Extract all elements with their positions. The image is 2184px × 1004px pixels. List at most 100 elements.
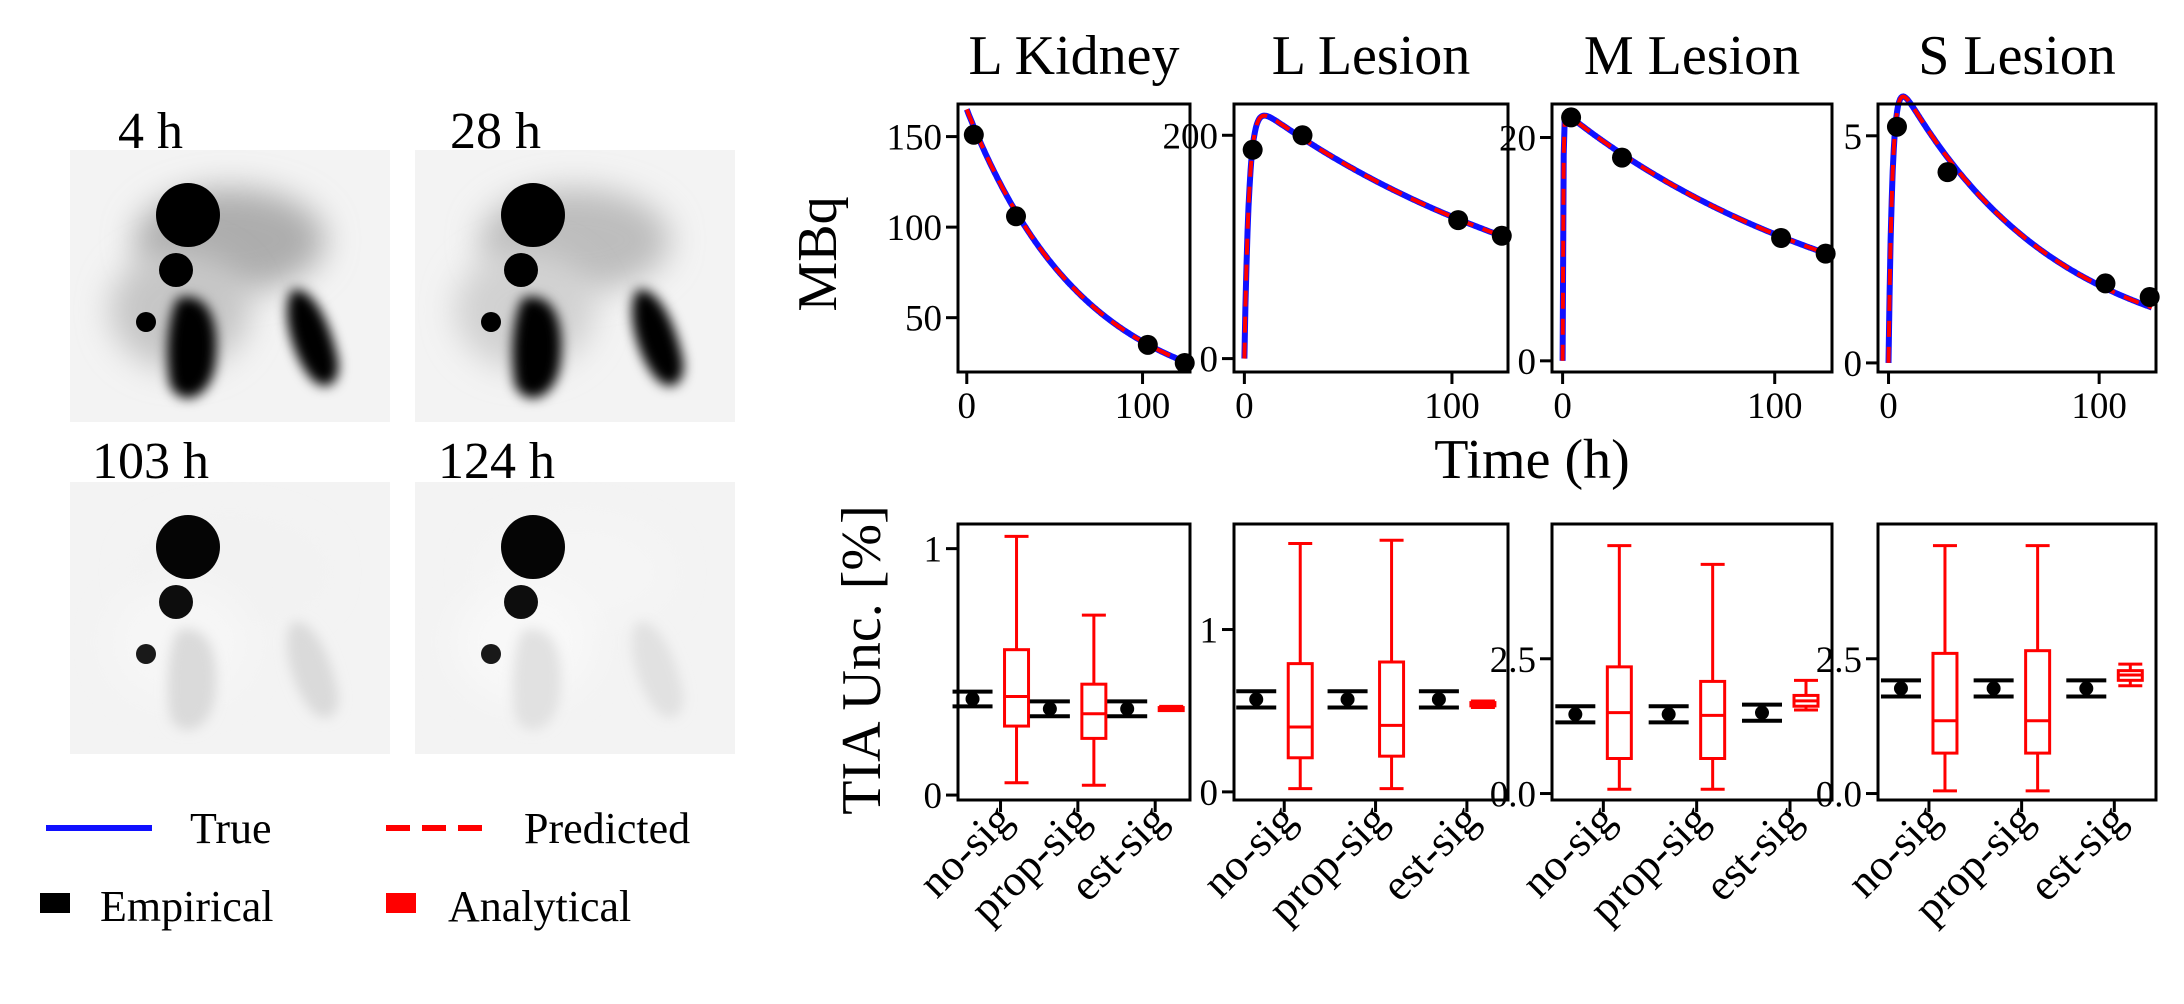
true-curve bbox=[1885, 93, 2153, 363]
legend-empirical-label: Empirical bbox=[100, 882, 274, 931]
analytical-box bbox=[1931, 651, 1959, 755]
data-point bbox=[1006, 206, 1026, 227]
lesion-medium bbox=[504, 585, 538, 619]
empirical-mean bbox=[965, 691, 980, 706]
data-point bbox=[1137, 334, 1158, 355]
data-point bbox=[1242, 139, 1263, 160]
plot-frame bbox=[1232, 102, 1510, 374]
plot-frame bbox=[1876, 522, 2158, 802]
analytical-box bbox=[1378, 660, 1406, 758]
y-tick-label: 0.0 bbox=[1490, 775, 1536, 816]
data-point bbox=[1612, 147, 1632, 168]
empirical-mean bbox=[1893, 681, 1908, 696]
y-tick-label: 2.5 bbox=[1816, 640, 1862, 681]
category-label: est-sig bbox=[1372, 794, 1488, 910]
kidney-right bbox=[632, 289, 684, 386]
plot-frame bbox=[1550, 522, 1834, 802]
true-curve bbox=[1241, 112, 1505, 359]
predicted-curve bbox=[1242, 113, 1505, 359]
x-tick-label: 0 bbox=[1553, 386, 1572, 427]
x-tick-label: 100 bbox=[2071, 386, 2127, 427]
scan-time-label: 4 h bbox=[118, 103, 183, 160]
empirical-mean bbox=[1042, 701, 1057, 716]
kidney-right bbox=[287, 621, 339, 718]
y-tick-label: 50 bbox=[905, 299, 942, 340]
lesion-medium bbox=[504, 253, 538, 287]
chart-title: L Kidney bbox=[969, 25, 1180, 87]
kidney-left bbox=[167, 628, 217, 731]
time-axis-label: Time (h) bbox=[1434, 429, 1630, 491]
data-point bbox=[1448, 210, 1469, 231]
empirical-mean bbox=[2079, 681, 2094, 696]
data-point bbox=[1561, 107, 1582, 128]
kidney-left bbox=[512, 296, 562, 399]
scan-time-label: 28 h bbox=[450, 103, 541, 160]
empirical-mean bbox=[1568, 707, 1583, 722]
legend-analytical-label: Analytical bbox=[448, 882, 631, 931]
y-tick-label: 0 bbox=[1844, 344, 1863, 385]
empirical-mean bbox=[1755, 705, 1769, 720]
data-point bbox=[1937, 162, 1958, 183]
y-tick-label: 5 bbox=[1844, 117, 1863, 158]
true-curve bbox=[964, 108, 1188, 366]
scan-images: 4 h 28 h 103 h 124 h bbox=[70, 103, 735, 754]
y-tick-label: 200 bbox=[1163, 116, 1219, 157]
lesion-large bbox=[501, 183, 565, 247]
x-tick-label: 0 bbox=[958, 386, 977, 427]
scan-image bbox=[70, 482, 390, 754]
data-point bbox=[1174, 352, 1195, 373]
x-tick-label: 100 bbox=[1747, 386, 1803, 427]
scan-time-label: 103 h bbox=[92, 433, 209, 490]
y-tick-label: 1 bbox=[924, 530, 943, 571]
plot-frame bbox=[1232, 522, 1510, 802]
legend-analytical-marker bbox=[386, 893, 416, 913]
data-point bbox=[1886, 116, 1907, 137]
kidney-right bbox=[287, 289, 339, 386]
empirical-mean bbox=[1340, 692, 1355, 707]
lesion-medium bbox=[159, 253, 193, 287]
category-label: est-sig bbox=[2019, 794, 2135, 910]
empirical-mean bbox=[1120, 701, 1135, 716]
plot-frame bbox=[1876, 102, 2158, 374]
analytical-box bbox=[1003, 648, 1031, 728]
chart-panel: S Lesion 0 100 0 5 bbox=[1844, 25, 2160, 427]
lesion-medium bbox=[159, 585, 193, 619]
plot-frame bbox=[956, 522, 1192, 802]
chart-panel: M Lesion 0 100 0 20 bbox=[1499, 25, 1836, 427]
y-tick-label: 0 bbox=[924, 776, 943, 817]
y-tick-label: 0 bbox=[1200, 340, 1219, 381]
empirical-mean bbox=[1986, 681, 2001, 696]
empirical-mean bbox=[1661, 707, 1676, 722]
y-tick-label: 0 bbox=[1518, 342, 1537, 383]
predicted-curve bbox=[1886, 94, 2153, 363]
lesion-small bbox=[136, 312, 156, 332]
kidney-right bbox=[632, 621, 684, 718]
analytical-box bbox=[1699, 679, 1727, 760]
chart-panel: L Lesion 0 100 0 200 bbox=[1163, 25, 1512, 427]
data-point bbox=[1771, 228, 1792, 248]
y-tick-label: 0 bbox=[1200, 773, 1219, 814]
analytical-box bbox=[1080, 682, 1108, 740]
x-tick-label: 0 bbox=[1235, 386, 1254, 427]
scan-image bbox=[415, 482, 735, 754]
lesion-small bbox=[136, 644, 156, 664]
x-tick-label: 0 bbox=[1879, 386, 1898, 427]
empirical-mean bbox=[1431, 692, 1446, 707]
lesion-small bbox=[481, 312, 501, 332]
predicted-curve bbox=[964, 108, 1188, 365]
y-tick-label: 0.0 bbox=[1816, 775, 1862, 816]
y-tick-label: 20 bbox=[1499, 119, 1536, 160]
legend-predicted-label: Predicted bbox=[524, 804, 690, 853]
lesion-small bbox=[481, 644, 501, 664]
empirical-mean bbox=[1249, 692, 1264, 707]
chart-panel: L Kidney 0 100 50 100 150 bbox=[887, 25, 1195, 427]
legend: True Predicted Empirical Analytical bbox=[40, 804, 690, 931]
x-tick-label: 100 bbox=[1115, 386, 1171, 427]
lesion-large bbox=[501, 515, 565, 579]
tia-axis-label: TIA Unc. [%] bbox=[831, 505, 893, 814]
analytical-box bbox=[1286, 662, 1314, 760]
y-tick-label: 150 bbox=[887, 118, 943, 159]
